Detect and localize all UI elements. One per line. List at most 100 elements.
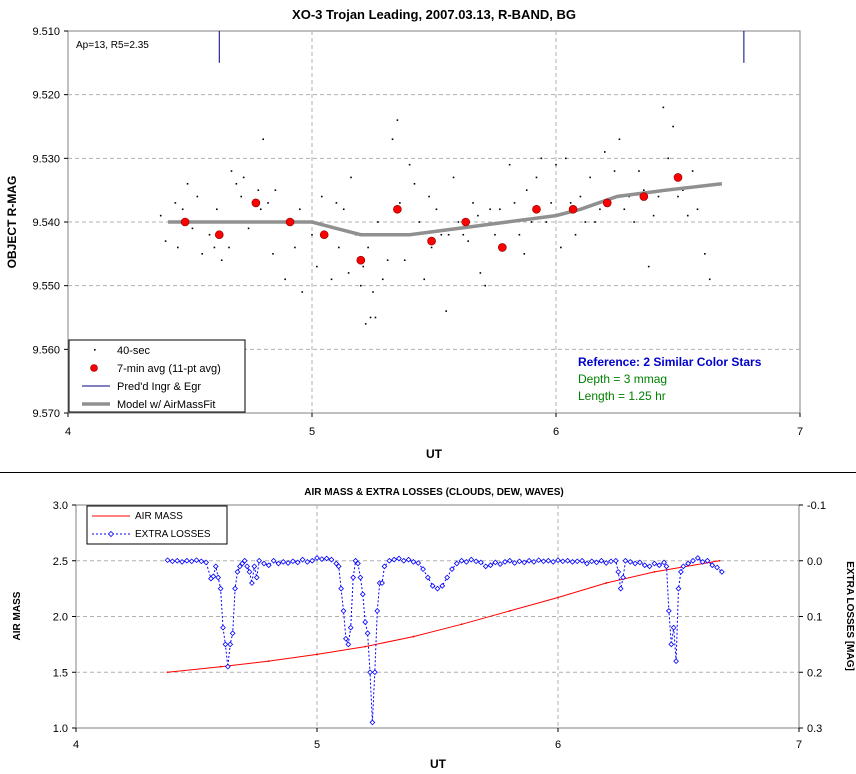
raw-point <box>484 284 487 287</box>
bottom-x-label: UT <box>430 757 447 771</box>
raw-point <box>399 202 401 204</box>
bottom-x-tick-label: 5 <box>314 739 320 751</box>
airmass-point <box>316 653 318 656</box>
raw-point <box>613 170 616 172</box>
top-annotation: Ap=13, R5=2.35 <box>76 40 149 51</box>
losses-point <box>617 585 624 592</box>
raw-point <box>447 233 450 236</box>
avg-point <box>498 243 507 252</box>
losses-point <box>458 557 465 564</box>
losses-point <box>559 558 566 565</box>
bottom-x-tick-label: 6 <box>555 739 561 751</box>
airmass-line <box>167 560 720 673</box>
losses-point <box>502 558 508 565</box>
losses-point <box>531 558 537 565</box>
raw-point <box>418 221 421 223</box>
losses-point <box>164 557 171 564</box>
raw-point <box>201 253 203 255</box>
losses-point <box>212 563 219 570</box>
losses-point <box>714 564 720 571</box>
losses-point <box>550 558 557 565</box>
losses-point <box>270 557 277 564</box>
raw-point <box>540 157 543 160</box>
bottom-y-tick-label: 1.0 <box>53 723 68 735</box>
raw-point <box>423 278 426 281</box>
losses-point <box>280 558 287 565</box>
losses-point <box>690 557 696 564</box>
raw-point <box>633 221 635 223</box>
legend-label-losses: EXTRA LOSSES <box>135 529 211 540</box>
bottom-y2-tick-label: -0.1 <box>807 500 826 512</box>
raw-point <box>435 208 438 211</box>
losses-point <box>632 560 638 567</box>
legend-marker-losses-diamond <box>107 530 115 538</box>
raw-point <box>604 151 606 153</box>
raw-point <box>452 176 455 179</box>
legend-label-ingress: Pred'd Ingr & Egr <box>117 381 201 393</box>
losses-point <box>244 563 250 570</box>
raw-point <box>240 195 243 198</box>
losses-point <box>169 558 176 565</box>
losses-point <box>309 557 316 564</box>
raw-point <box>682 189 684 191</box>
raw-point <box>445 310 447 312</box>
bottom-y2-tick-label: 0.2 <box>807 667 822 679</box>
losses-point <box>506 557 513 564</box>
losses-point <box>663 563 670 570</box>
losses-point <box>410 558 417 565</box>
losses-point <box>656 562 663 569</box>
losses-point <box>487 562 494 569</box>
bottom-legend-box <box>86 505 228 545</box>
losses-point <box>350 574 357 581</box>
avg-point <box>532 204 541 214</box>
top-grid <box>68 31 800 413</box>
losses-point <box>453 560 460 567</box>
raw-point <box>667 157 670 160</box>
airmass-point <box>166 671 169 674</box>
losses-point <box>444 574 451 581</box>
losses-point <box>343 635 349 642</box>
bottom-x-tick-label: 7 <box>796 739 802 751</box>
raw-point <box>647 265 650 268</box>
raw-point <box>672 125 674 128</box>
raw-point <box>386 259 389 261</box>
losses-point <box>290 558 296 565</box>
top-chart: XO-3 Trojan Leading, 2007.03.13, R-BAND,… <box>5 7 803 461</box>
top-y-tick-label: 9.540 <box>32 217 60 229</box>
losses-point <box>227 641 234 648</box>
losses-point <box>381 563 388 570</box>
losses-point <box>249 580 255 586</box>
top-y-tick-label: 9.510 <box>32 26 60 38</box>
losses-point <box>362 619 369 625</box>
bottom-y2-ticks: -0.1 0.0 0.1 0.2 0.3 <box>799 500 826 735</box>
losses-point <box>294 559 301 566</box>
losses-point <box>545 557 552 564</box>
raw-point <box>657 195 660 198</box>
losses-point <box>612 557 619 564</box>
raw-point <box>594 221 596 223</box>
top-ingress-egress <box>218 31 745 63</box>
raw-point <box>545 221 548 223</box>
losses-point <box>217 585 224 592</box>
losses-point <box>535 557 542 564</box>
raw-point <box>247 227 250 230</box>
top-y-tick-label: 9.550 <box>32 281 60 293</box>
raw-point <box>311 233 313 236</box>
raw-point <box>708 278 711 281</box>
losses-point <box>492 559 499 566</box>
raw-point <box>508 163 511 166</box>
airmass-point <box>508 610 511 612</box>
raw-point <box>579 195 582 198</box>
raw-point <box>216 208 218 211</box>
raw-point <box>494 233 496 236</box>
losses-point <box>482 563 489 570</box>
losses-point <box>261 560 267 567</box>
airmass-markers <box>166 559 721 674</box>
airmass-point <box>605 582 608 584</box>
raw-point <box>301 291 304 293</box>
losses-point <box>241 557 248 564</box>
airmass-point <box>219 665 222 668</box>
raw-point <box>589 176 591 179</box>
raw-point <box>525 189 528 191</box>
losses-point <box>497 561 504 567</box>
